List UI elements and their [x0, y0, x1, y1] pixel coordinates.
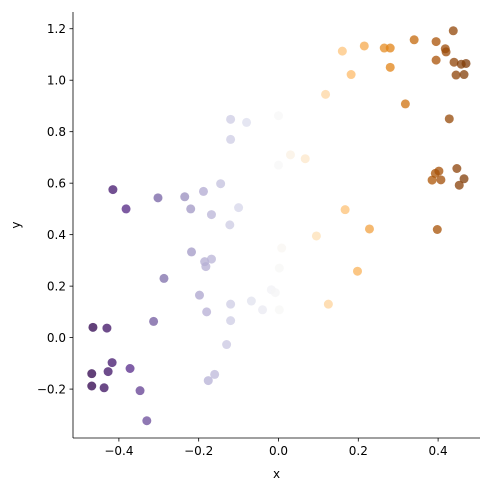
scatter-point — [206, 210, 216, 220]
scatter-point — [441, 47, 451, 57]
scatter-point — [323, 299, 333, 309]
y-tick-label: −0.2 — [37, 382, 66, 396]
y-axis-ticks: −0.2 0.0 0.2 0.4 0.6 0.8 1.0 1.2 — [37, 22, 73, 396]
scatter-point — [431, 37, 441, 47]
scatter-point — [203, 376, 213, 386]
scatter-point — [432, 225, 442, 234]
x-tick-label: −0.4 — [104, 444, 133, 458]
scatter-point — [274, 305, 284, 315]
scatter-point — [321, 89, 331, 99]
scatter-point — [274, 160, 283, 170]
scatter-point — [353, 266, 362, 276]
scatter-point — [186, 204, 196, 214]
scatter-point — [216, 179, 226, 189]
y-tick-label: 0.2 — [47, 279, 66, 293]
scatter-point — [225, 220, 235, 230]
scatter-point — [364, 224, 374, 234]
scatter-point — [427, 175, 437, 185]
scatter-point — [270, 288, 280, 298]
x-axis-label: x — [273, 467, 280, 481]
scatter-point — [222, 340, 232, 350]
scatter-point — [206, 254, 216, 264]
scatter-point — [194, 290, 204, 300]
scatter-point — [142, 416, 152, 426]
y-tick-label: 0.8 — [47, 125, 66, 139]
scatter-point — [274, 111, 283, 121]
scatter-point — [246, 296, 256, 306]
x-tick-label: 0.0 — [269, 444, 288, 458]
scatter-point — [201, 262, 211, 272]
scatter-point — [226, 134, 236, 144]
scatter-point — [108, 185, 118, 195]
scatter-point — [444, 114, 454, 124]
scatter-point — [258, 305, 268, 315]
scatter-point — [87, 381, 97, 391]
scatter-point — [452, 164, 462, 173]
scatter-point — [102, 323, 112, 333]
scatter-point — [125, 364, 135, 373]
x-axis-ticks: −0.4 −0.2 0.0 0.2 0.4 — [104, 438, 448, 458]
scatter-point — [198, 186, 208, 196]
scatter-point — [451, 70, 461, 80]
scatter-point — [359, 41, 369, 51]
scatter-point — [187, 247, 197, 257]
scatter-point — [337, 46, 347, 56]
scatter-point — [459, 70, 469, 80]
scatter-point — [234, 203, 244, 213]
scatter-point — [103, 367, 113, 377]
scatter-point — [449, 57, 459, 67]
scatter-point — [210, 369, 220, 379]
scatter-point — [121, 204, 131, 214]
scatter-point — [431, 55, 441, 65]
scatter-point — [436, 175, 446, 185]
scatter-point — [277, 243, 287, 253]
scatter-point — [300, 154, 310, 164]
scatter-point — [107, 358, 117, 368]
scatter-point — [202, 307, 212, 317]
scatter-point — [311, 231, 321, 241]
scatter-point — [99, 383, 109, 393]
scatter-point — [454, 180, 464, 190]
y-tick-label: 1.2 — [47, 22, 66, 36]
scatter-point — [285, 150, 295, 160]
scatter-point — [242, 117, 252, 127]
scatter-point — [461, 58, 471, 68]
y-tick-label: 0.4 — [47, 228, 66, 242]
scatter-point — [400, 99, 410, 109]
x-tick-label: −0.2 — [184, 444, 213, 458]
scatter-point — [87, 369, 97, 379]
scatter-point — [135, 386, 145, 396]
scatter-point — [226, 316, 236, 326]
scatter-point — [448, 26, 458, 36]
scatter-point — [346, 70, 356, 80]
scatter-point — [153, 193, 163, 203]
y-tick-label: 1.0 — [47, 73, 66, 87]
scatter-point — [226, 114, 236, 124]
scatter-point — [180, 192, 190, 202]
scatter-point — [340, 205, 350, 215]
scatter-point — [434, 166, 444, 176]
scatter-point — [409, 35, 419, 45]
y-tick-label: 0.6 — [47, 176, 66, 190]
scatter-points — [87, 26, 471, 426]
scatter-point — [226, 299, 236, 309]
x-tick-label: 0.2 — [349, 444, 368, 458]
scatter-point — [149, 316, 159, 326]
y-axis-label: y — [9, 221, 23, 228]
scatter-point — [159, 273, 169, 283]
scatter-point — [385, 62, 395, 72]
scatter-point — [459, 174, 469, 184]
y-tick-label: 0.0 — [47, 331, 66, 345]
scatter-point — [274, 263, 284, 273]
scatter-point — [88, 322, 98, 332]
x-tick-label: 0.4 — [429, 444, 448, 458]
scatter-point — [385, 43, 395, 53]
